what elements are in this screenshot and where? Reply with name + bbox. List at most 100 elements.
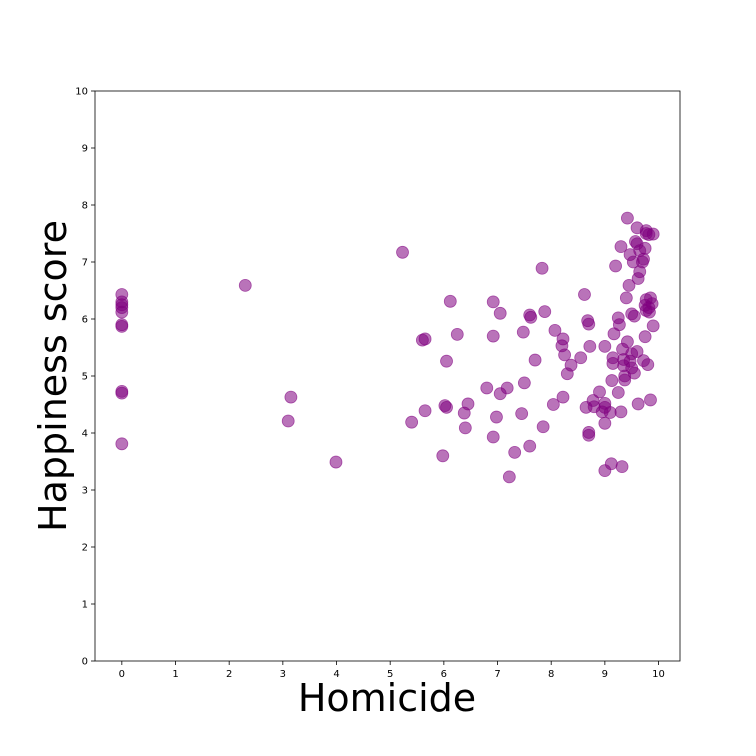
- x-tick-label: 8: [548, 669, 554, 680]
- y-axis-ticks: 0 1 2 3 4 5 6 7 8 9 10: [75, 87, 95, 668]
- y-tick-label: 7: [82, 258, 88, 269]
- x-tick-label: 1: [172, 669, 178, 680]
- scatter-point: [621, 211, 634, 225]
- scatter-point: [440, 400, 453, 414]
- scatter-point: [443, 294, 457, 308]
- scatter-point: [418, 404, 432, 418]
- scatter-point: [621, 335, 634, 349]
- y-tick-label: 3: [82, 486, 88, 497]
- x-axis-ticks: 0 1 2 3 4 5 6 7 8 9 10: [119, 661, 665, 680]
- scatter-point: [524, 310, 538, 324]
- scatter-point: [238, 278, 252, 292]
- scatter-point: [605, 374, 619, 387]
- scatter-point: [490, 410, 503, 424]
- y-tick-label: 10: [75, 87, 88, 98]
- scatter-point: [480, 381, 494, 395]
- y-tick-label: 6: [82, 315, 88, 326]
- scatter-point: [627, 309, 641, 323]
- scatter-point: [516, 325, 530, 339]
- y-axis-label: Happiness score: [31, 220, 75, 532]
- x-tick-label: 2: [226, 669, 232, 680]
- scatter-point: [606, 351, 620, 365]
- y-tick-label: 0: [82, 657, 88, 668]
- scatter-point: [583, 339, 597, 353]
- scatter-point: [500, 381, 514, 395]
- scatter-point: [578, 288, 591, 301]
- scatter-point: [502, 470, 516, 484]
- scatter-point: [582, 428, 596, 442]
- scatter-point: [396, 245, 409, 259]
- scatter-point: [574, 351, 588, 365]
- scatter-point: [646, 227, 660, 241]
- y-tick-label: 9: [82, 144, 88, 155]
- scatter-point: [515, 407, 529, 421]
- scatter-point: [535, 261, 549, 275]
- scatter-point: [528, 353, 542, 367]
- scatter-point: [440, 354, 453, 368]
- scatter-point: [603, 406, 617, 419]
- scatter-point: [115, 305, 129, 319]
- scatter-point: [598, 416, 612, 430]
- scatter-point: [548, 323, 562, 337]
- x-tick-label: 3: [280, 669, 286, 680]
- y-tick-label: 4: [82, 429, 88, 440]
- y-tick-label: 5: [82, 372, 88, 383]
- scatter-point: [329, 455, 343, 469]
- scatter-point: [284, 390, 298, 404]
- scatter-point: [622, 278, 636, 292]
- scatter-point: [630, 345, 644, 358]
- scatter-point: [115, 320, 129, 333]
- points-layer: [115, 211, 660, 484]
- scatter-point: [638, 241, 652, 255]
- scatter-point: [638, 330, 652, 344]
- scatter-point: [564, 358, 578, 372]
- scatter-point: [538, 305, 552, 318]
- scatter-point: [486, 430, 500, 444]
- x-tick-label: 5: [387, 669, 393, 680]
- scatter-point: [614, 405, 628, 419]
- y-tick-label: 2: [82, 543, 88, 554]
- scatter-point: [609, 259, 622, 273]
- scatter-point: [646, 319, 660, 333]
- scatter-point: [450, 327, 464, 341]
- scatter-point: [631, 397, 645, 411]
- scatter-point: [645, 297, 659, 311]
- scatter-point: [644, 393, 657, 407]
- scatter-point: [115, 437, 129, 451]
- scatter-point: [508, 445, 522, 459]
- scatter-point: [614, 240, 628, 254]
- x-axis-label: Homicide: [298, 676, 476, 720]
- plot-area: [94, 90, 681, 662]
- scatter-point: [281, 414, 295, 428]
- scatter-point: [641, 358, 655, 372]
- x-tick-label: 6: [441, 669, 447, 680]
- scatter-point: [486, 329, 500, 343]
- x-tick-label: 0: [119, 669, 125, 680]
- scatter-point: [546, 398, 560, 411]
- scatter-point: [627, 366, 641, 380]
- scatter-point: [612, 318, 626, 332]
- scatter-point: [486, 295, 500, 309]
- scatter-point: [115, 386, 129, 400]
- scatter-point: [637, 252, 650, 266]
- scatter-point: [582, 317, 596, 331]
- scatter-point: [436, 449, 450, 463]
- x-tick-label: 4: [333, 669, 339, 680]
- scatter-point: [615, 460, 629, 474]
- scatter-point: [405, 415, 419, 429]
- x-tick-label: 10: [652, 669, 665, 680]
- y-tick-label: 1: [82, 600, 88, 611]
- scatter-point: [598, 339, 612, 353]
- scatter-point: [461, 397, 475, 411]
- scatter-point: [618, 373, 632, 387]
- scatter-point: [418, 332, 432, 346]
- scatter-point: [536, 420, 550, 434]
- x-tick-label: 9: [602, 669, 608, 680]
- scatter-point: [458, 421, 472, 435]
- scatter-point: [604, 457, 618, 471]
- scatter-point: [517, 376, 531, 390]
- scatter-point: [593, 385, 606, 399]
- y-tick-label: 8: [82, 201, 88, 212]
- scatter-point: [619, 291, 633, 305]
